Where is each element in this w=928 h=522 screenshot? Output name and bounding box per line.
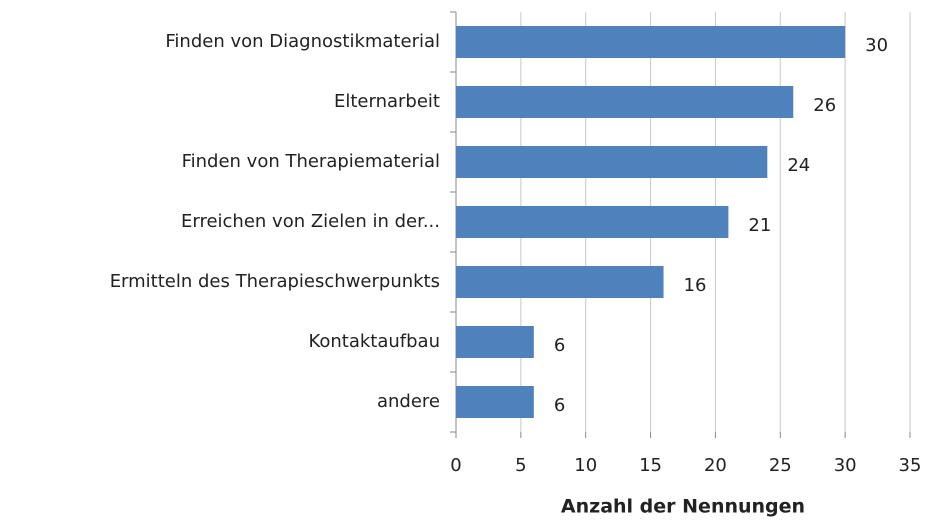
- x-tick-label: 5: [515, 455, 526, 476]
- x-tick-label: 20: [704, 455, 727, 476]
- bar: [456, 26, 846, 58]
- bar: [456, 206, 729, 238]
- y-tick-label: andere: [377, 391, 440, 412]
- y-tick-label: Finden von Diagnostikmaterial: [165, 31, 440, 52]
- y-tick-label: Kontaktaufbau: [308, 331, 440, 352]
- data-label: 16: [684, 275, 707, 296]
- x-tick-label: 10: [574, 455, 597, 476]
- bar: [456, 386, 534, 418]
- data-label: 26: [813, 95, 836, 116]
- data-label: 24: [787, 155, 810, 176]
- x-tick-label: 30: [834, 455, 857, 476]
- bar: [456, 326, 534, 358]
- x-axis-label: Anzahl der Nennungen: [561, 496, 805, 518]
- bar: [456, 266, 664, 298]
- y-tick-label: Erreichen von Zielen in der...: [181, 211, 440, 232]
- data-label: 21: [748, 215, 771, 236]
- y-tick-label: Ermitteln des Therapieschwerpunkts: [110, 271, 440, 292]
- bar: [456, 86, 794, 118]
- y-tick-label: Elternarbeit: [334, 91, 440, 112]
- x-tick-label: 25: [769, 455, 792, 476]
- x-tick-label: 0: [450, 455, 461, 476]
- bar: [456, 146, 768, 178]
- data-label: 6: [554, 395, 565, 416]
- x-tick-label: 15: [639, 455, 662, 476]
- data-label: 30: [865, 35, 888, 56]
- x-tick-label: 35: [899, 455, 922, 476]
- y-tick-label: Finden von Therapiematerial: [182, 151, 440, 172]
- data-label: 6: [554, 335, 565, 356]
